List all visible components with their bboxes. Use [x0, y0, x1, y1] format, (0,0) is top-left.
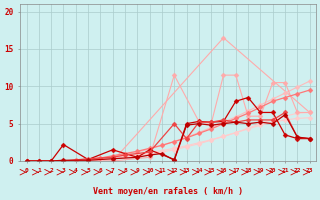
X-axis label: Vent moyen/en rafales ( km/h ): Vent moyen/en rafales ( km/h )	[93, 187, 243, 196]
